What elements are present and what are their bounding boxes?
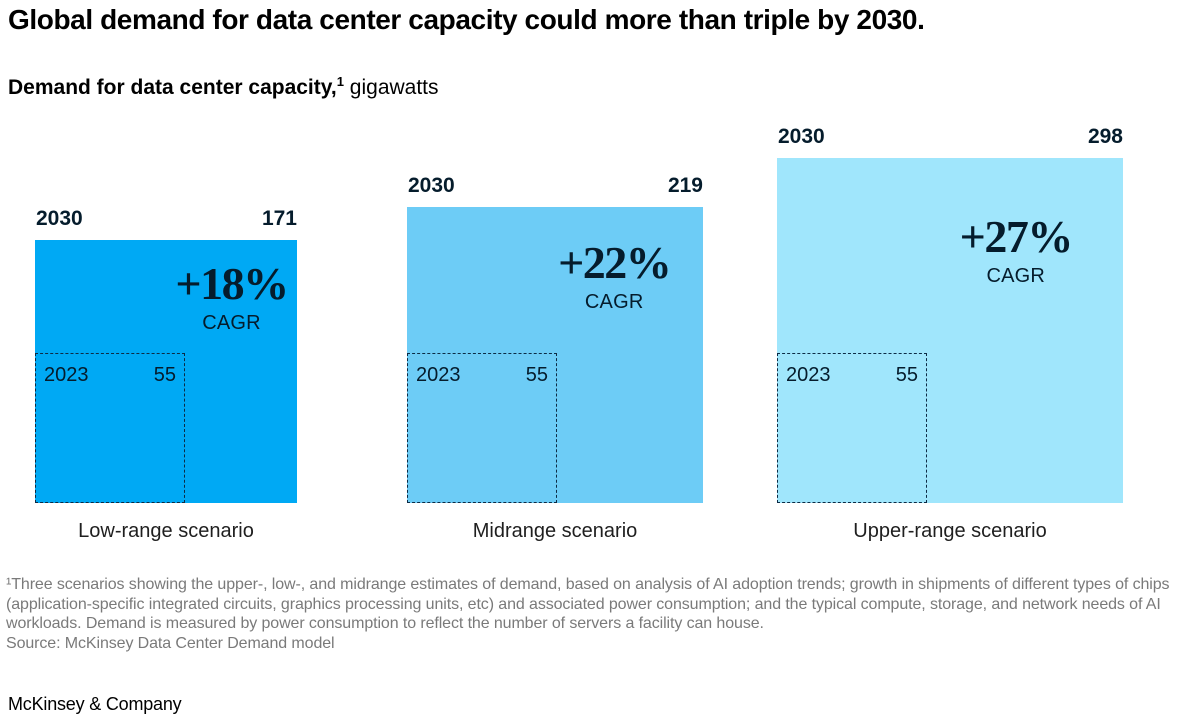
cagr-block: +27% CAGR: [959, 211, 1074, 288]
year-2030-label: 2030: [36, 207, 83, 230]
square-2023: 2023 55: [35, 353, 185, 503]
cagr-block: +18% CAGR: [175, 258, 289, 335]
chart-subtitle-unit: gigawatts: [343, 76, 439, 99]
year-2030-label: 2030: [778, 125, 825, 148]
scenario-label-low: Low-range scenario: [78, 520, 254, 542]
scenario-group-low: 2030 171 +18% CAGR 2023 55 Low-range sce…: [35, 207, 297, 542]
square-2030: +18% CAGR 2023 55: [35, 240, 297, 503]
cagr-label: CAGR: [202, 312, 261, 334]
value-2030-label: 298: [1087, 125, 1123, 148]
cagr-label: CAGR: [584, 291, 644, 313]
footnote-block: ¹Three scenarios showing the upper-, low…: [6, 575, 1178, 654]
value-2030-label: 219: [667, 174, 703, 197]
source-text: Source: McKinsey Data Center Demand mode…: [6, 635, 335, 653]
mckinsey-logo: McKinsey & Company: [8, 694, 182, 714]
scenario-group-mid: 2030 219 +22% CAGR 2023 55 Midrange scen…: [407, 174, 703, 542]
chart-subtitle: Demand for data center capacity,1 gigawa…: [8, 74, 439, 100]
square-2023: 2023 55: [407, 353, 557, 503]
baseline-value-label: 55: [895, 364, 918, 386]
footnote-text: ¹Three scenarios showing the upper-, low…: [6, 576, 1170, 633]
footnote-marker: 1: [336, 74, 344, 89]
year-2030-label: 2030: [408, 174, 455, 197]
scenario-label-mid: Midrange scenario: [472, 520, 638, 542]
square-header: 2030 219: [408, 174, 703, 198]
baseline-year-label: 2023: [416, 364, 461, 386]
square-2030: +27% CAGR 2023 55: [777, 158, 1123, 503]
cagr-block: +22% CAGR: [558, 237, 672, 314]
cagr-value: +27%: [959, 211, 1074, 262]
square-2030: +22% CAGR 2023 55: [407, 207, 703, 503]
cagr-value: +22%: [558, 237, 672, 288]
baseline-year-label: 2023: [44, 364, 89, 386]
square-header: 2030 171: [36, 207, 297, 231]
scenario-group-upper: 2030 298 +27% CAGR 2023 55 Upper-range s…: [777, 125, 1123, 542]
baseline-year-label: 2023: [786, 364, 831, 386]
chart-subtitle-bold: Demand for data center capacity,: [8, 76, 337, 99]
square-header: 2030 298: [778, 125, 1123, 149]
cagr-value: +18%: [175, 258, 289, 309]
square-2023: 2023 55: [777, 353, 927, 503]
scenario-label-upper: Upper-range scenario: [853, 520, 1047, 542]
baseline-value-label: 55: [153, 364, 176, 386]
page-title: Global demand for data center capacity c…: [8, 4, 925, 35]
value-2030-label: 171: [261, 207, 297, 230]
baseline-value-label: 55: [525, 364, 548, 386]
cagr-label: CAGR: [986, 265, 1046, 287]
